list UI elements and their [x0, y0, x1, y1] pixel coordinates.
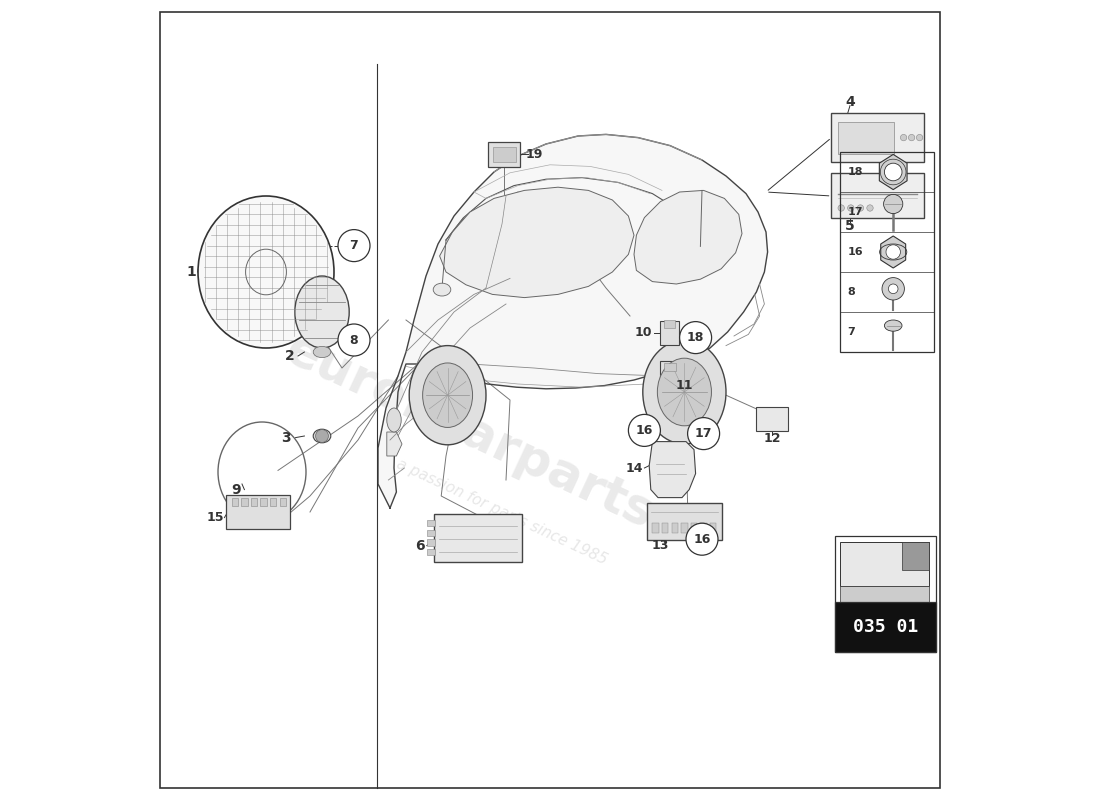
Polygon shape	[378, 134, 768, 508]
Ellipse shape	[422, 363, 473, 427]
FancyBboxPatch shape	[279, 498, 286, 506]
FancyBboxPatch shape	[701, 523, 707, 533]
Ellipse shape	[198, 196, 334, 348]
Polygon shape	[881, 236, 905, 268]
Ellipse shape	[314, 346, 331, 358]
FancyBboxPatch shape	[652, 523, 659, 533]
Text: 8: 8	[848, 287, 856, 297]
FancyBboxPatch shape	[427, 549, 434, 555]
FancyBboxPatch shape	[662, 523, 669, 533]
Circle shape	[316, 430, 329, 442]
Text: 17: 17	[848, 207, 864, 217]
FancyBboxPatch shape	[427, 530, 434, 536]
Text: euroPcarparts: euroPcarparts	[278, 326, 662, 538]
FancyBboxPatch shape	[830, 173, 924, 218]
FancyBboxPatch shape	[830, 113, 924, 162]
Circle shape	[889, 284, 898, 294]
Text: 16: 16	[693, 533, 711, 546]
FancyBboxPatch shape	[251, 498, 257, 506]
Text: 12: 12	[763, 432, 781, 445]
Ellipse shape	[884, 320, 902, 331]
Text: 6: 6	[415, 538, 425, 553]
Circle shape	[882, 278, 904, 300]
Circle shape	[867, 205, 873, 211]
FancyBboxPatch shape	[672, 523, 678, 533]
Circle shape	[686, 523, 718, 555]
Text: 8: 8	[350, 334, 359, 346]
Circle shape	[884, 163, 902, 181]
Text: 19: 19	[526, 148, 542, 161]
Text: 4: 4	[845, 95, 855, 110]
Circle shape	[848, 205, 854, 211]
Ellipse shape	[314, 429, 331, 443]
Ellipse shape	[387, 408, 402, 432]
Ellipse shape	[642, 340, 726, 444]
Circle shape	[901, 134, 906, 141]
Text: 10: 10	[635, 326, 652, 339]
Ellipse shape	[658, 358, 712, 426]
FancyBboxPatch shape	[835, 602, 936, 652]
Text: 11: 11	[675, 379, 693, 392]
Polygon shape	[387, 432, 402, 456]
Circle shape	[838, 205, 845, 211]
Text: a passion for parts since 1985: a passion for parts since 1985	[394, 457, 609, 567]
FancyBboxPatch shape	[488, 142, 520, 167]
Polygon shape	[634, 190, 742, 284]
FancyBboxPatch shape	[647, 503, 722, 540]
Ellipse shape	[409, 346, 486, 445]
Text: 1: 1	[187, 265, 197, 279]
Text: 18: 18	[686, 331, 704, 344]
Polygon shape	[649, 442, 695, 498]
Circle shape	[338, 230, 370, 262]
FancyBboxPatch shape	[691, 523, 697, 533]
Circle shape	[628, 414, 660, 446]
Circle shape	[680, 322, 712, 354]
Circle shape	[883, 194, 903, 214]
Text: 15: 15	[207, 511, 224, 524]
Text: 5: 5	[845, 218, 855, 233]
FancyBboxPatch shape	[660, 321, 679, 345]
FancyBboxPatch shape	[839, 542, 930, 586]
FancyBboxPatch shape	[427, 520, 434, 526]
Text: 13: 13	[651, 539, 669, 552]
Polygon shape	[902, 542, 930, 570]
Ellipse shape	[433, 283, 451, 296]
Polygon shape	[879, 154, 908, 190]
FancyBboxPatch shape	[681, 523, 688, 533]
FancyBboxPatch shape	[270, 498, 276, 506]
FancyBboxPatch shape	[660, 361, 681, 394]
Text: 14: 14	[625, 462, 642, 474]
Polygon shape	[440, 187, 634, 298]
Text: 7: 7	[350, 239, 359, 252]
FancyBboxPatch shape	[756, 407, 788, 431]
FancyBboxPatch shape	[261, 498, 267, 506]
Circle shape	[857, 205, 864, 211]
Text: 17: 17	[695, 427, 713, 440]
Text: 7: 7	[848, 327, 856, 337]
Circle shape	[886, 245, 901, 259]
FancyBboxPatch shape	[434, 514, 522, 562]
FancyBboxPatch shape	[226, 495, 290, 529]
Text: 3: 3	[282, 430, 290, 445]
FancyBboxPatch shape	[493, 147, 516, 162]
Text: 9: 9	[232, 482, 241, 497]
FancyBboxPatch shape	[710, 523, 716, 533]
Circle shape	[688, 418, 719, 450]
FancyBboxPatch shape	[427, 539, 434, 546]
Circle shape	[909, 134, 915, 141]
FancyBboxPatch shape	[241, 498, 248, 506]
FancyBboxPatch shape	[663, 320, 674, 328]
FancyBboxPatch shape	[838, 122, 894, 154]
Circle shape	[916, 134, 923, 141]
Text: 2: 2	[285, 349, 295, 363]
Text: 18: 18	[848, 167, 864, 177]
FancyBboxPatch shape	[232, 498, 238, 506]
Circle shape	[338, 324, 370, 356]
Text: 16: 16	[848, 247, 864, 257]
FancyBboxPatch shape	[839, 586, 930, 602]
Text: 16: 16	[636, 424, 653, 437]
Ellipse shape	[295, 276, 349, 348]
FancyBboxPatch shape	[663, 363, 675, 371]
Text: 035 01: 035 01	[852, 618, 917, 636]
